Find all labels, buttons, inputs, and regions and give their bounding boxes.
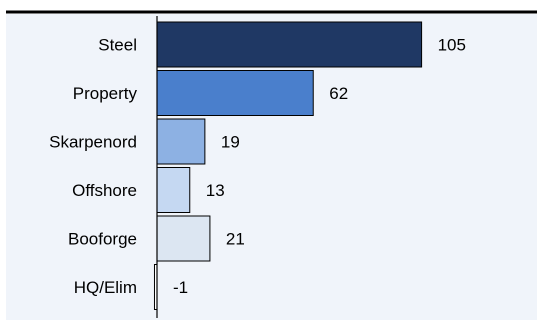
bar-offshore <box>156 167 191 213</box>
category-label: Skarpenord <box>49 133 137 152</box>
bars-group <box>153 21 423 310</box>
value-label: -1 <box>173 278 188 297</box>
value-label: 62 <box>329 84 348 103</box>
category-label: HQ/Elim <box>74 278 137 297</box>
bar-skarpenord <box>156 118 206 165</box>
labels-group: Steel 105 Property 62 Skarpenord 19 Offshore 13… <box>49 36 466 298</box>
bar-property <box>156 70 314 116</box>
value-label: 21 <box>226 230 245 249</box>
bar-booforge <box>156 215 211 262</box>
value-label: 19 <box>221 133 240 152</box>
category-label: Booforge <box>68 230 137 249</box>
value-label: 13 <box>206 181 225 200</box>
value-label: 105 <box>438 36 466 55</box>
category-label: Offshore <box>72 181 137 200</box>
bar-steel <box>156 21 423 68</box>
category-label: Property <box>73 84 138 103</box>
category-label: Steel <box>98 36 137 55</box>
